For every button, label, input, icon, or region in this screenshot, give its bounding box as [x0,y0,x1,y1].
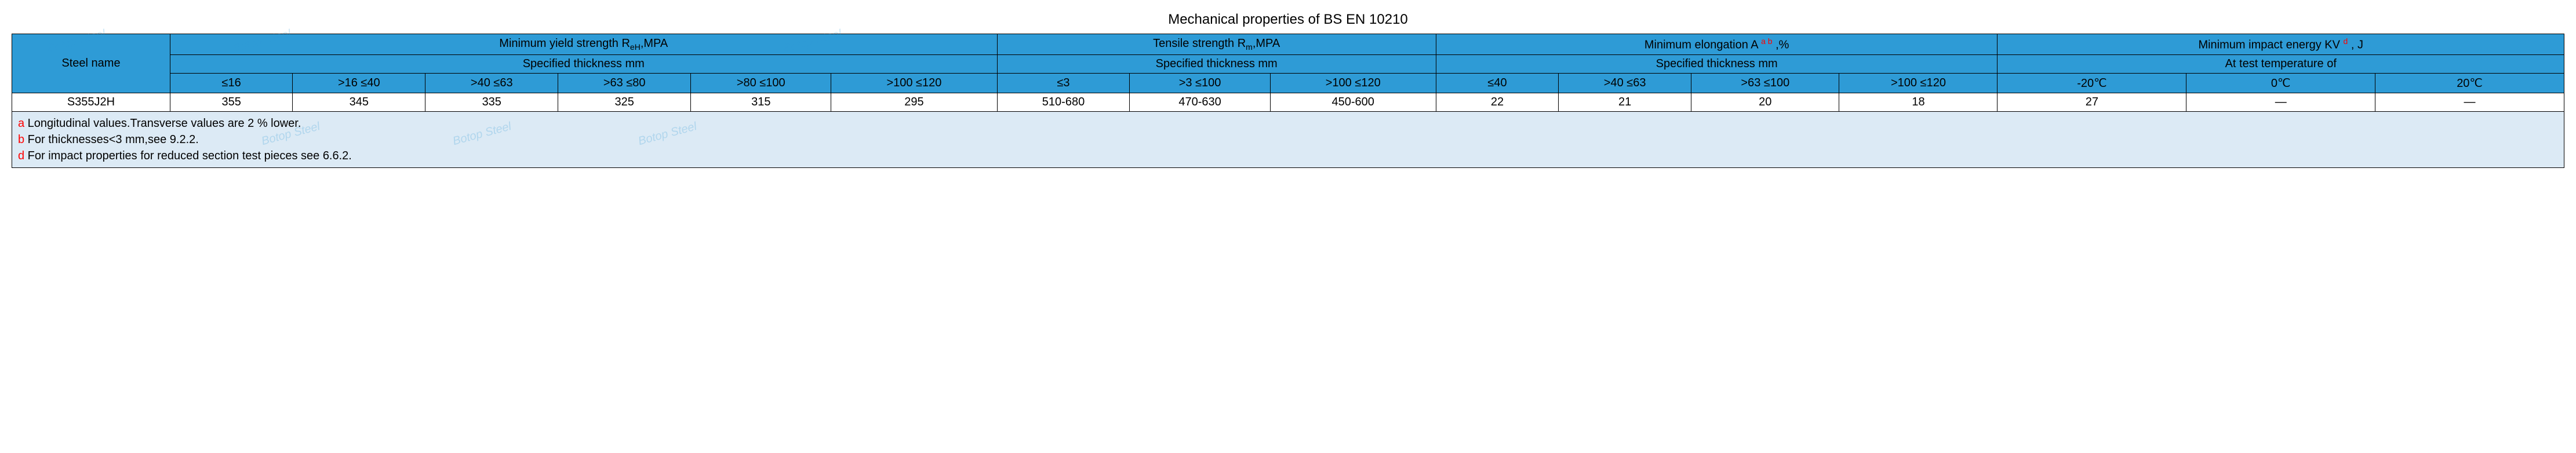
table-container: Mechanical properties of BS EN 10210 Ste… [12,12,2564,168]
yield-range-0: ≤16 [170,73,292,93]
cell-impact-2: — [2375,93,2564,111]
header-impact-temp: At test temperature of [1998,54,2564,73]
yield-range-2: >40 ≤63 [425,73,558,93]
tensile-sub: m [1246,42,1253,52]
header-tensile-thickness: Specified thickness mm [997,54,1436,73]
note-b-text: For thicknesses<3 mm,see 9.2.2. [24,133,199,146]
note-b-letter: b [18,133,24,146]
tensile-range-0: ≤3 [997,73,1130,93]
cell-elong-1: 21 [1559,93,1691,111]
table-title: Mechanical properties of BS EN 10210 [12,12,2564,34]
note-a: a Longitudinal values.Transverse values … [18,115,2558,131]
elong-range-0: ≤40 [1436,73,1558,93]
cell-yield-2: 335 [425,93,558,111]
tensile-range-1: >3 ≤100 [1130,73,1270,93]
cell-impact-0: 27 [1998,93,2186,111]
elong-range-2: >63 ≤100 [1691,73,1839,93]
elong-post: ,% [1773,39,1789,52]
cell-yield-0: 355 [170,93,292,111]
header-elongation: Minimum elongation A a b ,% [1436,34,1998,55]
elong-sup: a b [1761,36,1772,46]
impact-temp-2: 20℃ [2375,73,2564,93]
cell-elong-0: 22 [1436,93,1558,111]
yield-range-1: >16 ≤40 [293,73,425,93]
notes-section: a Longitudinal values.Transverse values … [12,112,2564,168]
header-yield: Minimum yield strength ReH,MPA [170,34,997,55]
note-a-letter: a [18,117,24,130]
tensile-pre: Tensile strength R [1153,37,1246,50]
impact-post: , J [2348,39,2363,52]
header-elong-thickness: Specified thickness mm [1436,54,1998,73]
note-d-letter: d [18,149,24,162]
note-d-text: For impact properties for reduced sectio… [24,149,352,162]
cell-elong-2: 20 [1691,93,1839,111]
yield-post: ,MPA [641,37,668,50]
cell-yield-5: 295 [831,93,997,111]
tensile-post: ,MPA [1253,37,1280,50]
yield-range-4: >80 ≤100 [691,73,831,93]
yield-range-5: >100 ≤120 [831,73,997,93]
elong-range-3: >100 ≤120 [1839,73,1998,93]
impact-temp-0: -20℃ [1998,73,2186,93]
header-steel-name: Steel name [12,34,170,93]
cell-tensile-1: 470-630 [1130,93,1270,111]
cell-tensile-0: 510-680 [997,93,1130,111]
note-a-text: Longitudinal values.Transverse values ar… [24,117,301,130]
elong-pre: Minimum elongation A [1644,39,1761,52]
tensile-range-2: >100 ≤120 [1270,73,1436,93]
note-d: d For impact properties for reduced sect… [18,148,2558,164]
cell-yield-1: 345 [293,93,425,111]
yield-sub: eH [630,42,641,52]
header-tensile: Tensile strength Rm,MPA [997,34,1436,55]
cell-tensile-2: 450-600 [1270,93,1436,111]
impact-temp-1: 0℃ [2186,73,2375,93]
cell-yield-3: 325 [558,93,691,111]
elong-range-1: >40 ≤63 [1559,73,1691,93]
header-yield-thickness: Specified thickness mm [170,54,997,73]
properties-table: Steel name Minimum yield strength ReH,MP… [12,34,2564,112]
table-row: S355J2H 355 345 335 325 315 295 510-680 … [12,93,2564,111]
cell-impact-1: — [2186,93,2375,111]
yield-range-3: >63 ≤80 [558,73,691,93]
yield-pre: Minimum yield strength R [499,37,630,50]
cell-yield-4: 315 [691,93,831,111]
impact-pre: Minimum impact energy KV [2198,39,2343,52]
note-b: b For thicknesses<3 mm,see 9.2.2. [18,131,2558,148]
cell-elong-3: 18 [1839,93,1998,111]
cell-steel: S355J2H [12,93,170,111]
header-impact: Minimum impact energy KV d , J [1998,34,2564,55]
